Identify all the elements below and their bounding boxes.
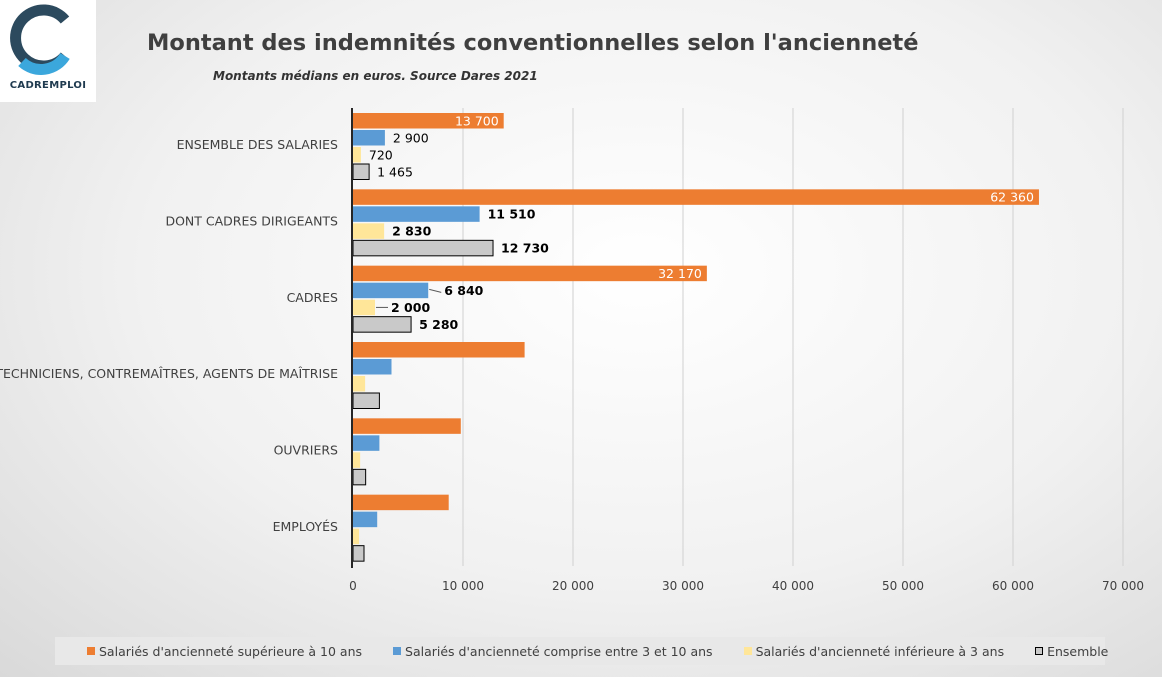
data-label: 2 000 bbox=[391, 300, 430, 315]
legend-label: Salariés d'ancienneté inférieure à 3 ans bbox=[755, 643, 1005, 659]
bar bbox=[353, 299, 375, 316]
bar bbox=[353, 223, 385, 239]
category-label: ENSEMBLE DES SALARIES bbox=[177, 137, 338, 152]
data-label: 32 170 bbox=[658, 266, 702, 281]
bar bbox=[352, 163, 370, 180]
bar bbox=[353, 282, 429, 299]
legend-label: Salariés d'ancienneté comprise entre 3 e… bbox=[405, 643, 713, 659]
x-tick-label: 0 bbox=[349, 579, 357, 593]
x-tick-label: 70 000 bbox=[1102, 579, 1144, 593]
x-tick-label: 20 000 bbox=[552, 579, 594, 593]
legend-label: Ensemble bbox=[1047, 643, 1109, 659]
legend-item: Salariés d'ancienneté supérieure à 10 an… bbox=[87, 644, 362, 659]
data-label: 5 280 bbox=[419, 317, 458, 332]
bar bbox=[353, 494, 449, 511]
data-label: 1 465 bbox=[377, 164, 413, 179]
x-tick-label: 60 000 bbox=[992, 579, 1034, 593]
bar bbox=[353, 359, 392, 375]
data-label: 62 360 bbox=[990, 190, 1034, 205]
data-label: 2 900 bbox=[393, 130, 429, 145]
data-label: 2 830 bbox=[392, 224, 431, 239]
bar bbox=[352, 392, 380, 409]
data-label: 6 840 bbox=[444, 283, 483, 298]
bar bbox=[353, 528, 360, 545]
legend-item: Salariés d'ancienneté inférieure à 3 ans bbox=[743, 643, 1005, 659]
bar bbox=[353, 113, 504, 129]
bar bbox=[353, 511, 378, 528]
bar bbox=[352, 545, 365, 562]
legend-swatch bbox=[87, 647, 95, 655]
legend-label: Salariés d'ancienneté supérieure à 10 an… bbox=[99, 643, 363, 659]
bar bbox=[352, 468, 367, 486]
category-label: TECHNICIENS, CONTREMAÎTRES, AGENTS DE MA… bbox=[0, 366, 338, 381]
category-label: CADRES bbox=[287, 290, 338, 305]
data-label: 12 730 bbox=[501, 241, 549, 256]
cadremploi-logo-mark bbox=[10, 4, 70, 75]
legend-swatch bbox=[393, 647, 402, 655]
category-label: DONT CADRES DIRIGEANTS bbox=[165, 214, 338, 229]
bar bbox=[353, 435, 380, 451]
data-label: 720 bbox=[369, 147, 393, 162]
chart-subtitle: Montants médians en euros. Source Dares … bbox=[213, 69, 538, 83]
x-tick-label: 50 000 bbox=[882, 579, 924, 593]
chart-title: Montant des indemnités conventionnelles … bbox=[147, 30, 919, 56]
x-tick-label: 10 000 bbox=[442, 579, 484, 593]
bar bbox=[353, 376, 366, 392]
category-label: OUVRIERS bbox=[274, 443, 338, 458]
legend-item: Salariés d'ancienneté comprise entre 3 e… bbox=[393, 644, 713, 659]
logo-text: CADREMPLOI bbox=[9, 80, 87, 91]
bar bbox=[353, 452, 361, 468]
bar bbox=[352, 239, 494, 257]
leader-line bbox=[429, 288, 442, 293]
x-tick-label: 40 000 bbox=[772, 579, 814, 593]
x-tick-label: 30 000 bbox=[662, 579, 704, 593]
bar bbox=[353, 418, 461, 434]
legend-swatch bbox=[743, 647, 752, 655]
bar-chart: 0 10 000 20 000 30 000 40 000 50 000 60 000 70 … bbox=[0, 108, 1144, 593]
data-label: 13 700 bbox=[455, 113, 499, 128]
bar bbox=[353, 130, 385, 146]
legend-item: Ensemble bbox=[1035, 644, 1108, 659]
bar bbox=[353, 189, 1039, 205]
cadremploi-logo: CADREMPLOI bbox=[0, 0, 96, 102]
data-label: 11 510 bbox=[488, 207, 536, 222]
bar bbox=[352, 316, 412, 333]
bar bbox=[353, 342, 525, 358]
bar bbox=[353, 265, 707, 282]
bar bbox=[353, 147, 361, 163]
category-label: EMPLOYÉS bbox=[273, 519, 338, 534]
chart-legend: Salariés d'ancienneté supérieure à 10 an… bbox=[55, 637, 1108, 665]
bar bbox=[353, 206, 480, 222]
legend-swatch bbox=[1035, 647, 1044, 655]
